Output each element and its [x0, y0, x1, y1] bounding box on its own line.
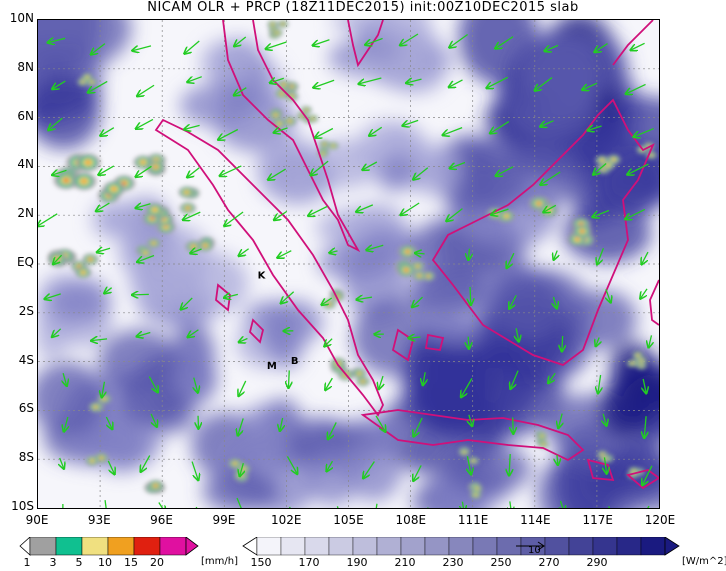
lon-label: 90E	[25, 513, 49, 527]
olr-bar-label: 290	[586, 556, 608, 569]
lon-label: 114E	[520, 513, 551, 527]
lat-label: 8N	[17, 59, 34, 74]
precip-bar-label: 5	[75, 556, 83, 569]
olr-bar-label: 150	[250, 556, 272, 569]
vector-reference-arrow	[516, 541, 545, 551]
coastline-sumatra	[154, 118, 384, 417]
precip-bar-label: 20	[150, 556, 164, 569]
precip-colorbar	[19, 537, 199, 556]
precip-bar-label: 1	[23, 556, 31, 569]
lat-label: 6S	[18, 401, 34, 416]
lat-label: 2N	[17, 206, 34, 221]
coastline-bali-lombok	[586, 458, 615, 482]
olr-bar-label: 210	[394, 556, 416, 569]
olr-bar-label: 270	[538, 556, 560, 569]
location-markers: K M B	[258, 271, 299, 372]
marker-m: M	[267, 361, 277, 372]
olr-bar-label: 170	[298, 556, 320, 569]
vector-reference-value: 10	[528, 545, 541, 556]
lat-label: 10S	[11, 499, 34, 513]
coastline-palawan	[612, 20, 654, 66]
olr-unit: [W/m^2]	[682, 556, 726, 567]
colorbars	[19, 537, 680, 556]
coastline-nias	[215, 283, 231, 312]
coastline-indochina	[347, 20, 384, 68]
map-frame: K M B	[37, 19, 660, 509]
lon-label: 111E	[457, 513, 489, 527]
olr-bar-label: 230	[442, 556, 464, 569]
lon-label: 99E	[212, 513, 236, 527]
olr-bar-label: 190	[346, 556, 368, 569]
grid-lines	[38, 20, 659, 508]
coastline-java	[360, 409, 585, 462]
lon-label: 108E	[395, 513, 427, 527]
lon-label: 102E	[270, 513, 302, 527]
coastline-malay-peninsula	[222, 20, 361, 253]
lon-label: 117E	[582, 513, 613, 527]
wind-vectors	[38, 33, 654, 508]
lat-label: EQ	[16, 255, 34, 269]
precip-bar-label: 15	[124, 556, 138, 569]
coastline-sumbawa	[626, 469, 659, 490]
precipitation-cells	[47, 20, 658, 499]
lon-label: 105E	[333, 513, 364, 527]
coastlines	[154, 20, 659, 490]
lat-label: 6N	[17, 108, 34, 123]
olr-bar-label: 250	[490, 556, 512, 569]
olr-colorbar	[242, 537, 680, 556]
coastline-borneo	[431, 98, 655, 367]
lon-label: 120E	[644, 513, 676, 527]
coastline-sulawesi	[649, 279, 659, 326]
olr-field	[38, 20, 659, 508]
precip-unit: [mm/h]	[201, 556, 238, 567]
precip-bar-label: 10	[98, 556, 112, 569]
lat-label: 8S	[18, 450, 34, 465]
map-title: NICAM OLR + PRCP (18Z11DEC2015) init:00Z…	[147, 0, 579, 15]
map-canvas: K M B	[38, 20, 659, 508]
lat-label: 4N	[17, 157, 34, 172]
lon-label: 96E	[150, 513, 174, 527]
lat-label: 4S	[18, 352, 34, 367]
marker-b: B	[291, 356, 299, 367]
lon-label: 93E	[87, 513, 111, 527]
lat-label: 10N	[9, 11, 34, 25]
lat-label: 2S	[18, 303, 34, 318]
precip-bar-label: 3	[49, 556, 57, 569]
marker-k: K	[258, 271, 267, 282]
coastline-siberut	[249, 318, 264, 344]
coastline-belitung	[424, 333, 445, 352]
